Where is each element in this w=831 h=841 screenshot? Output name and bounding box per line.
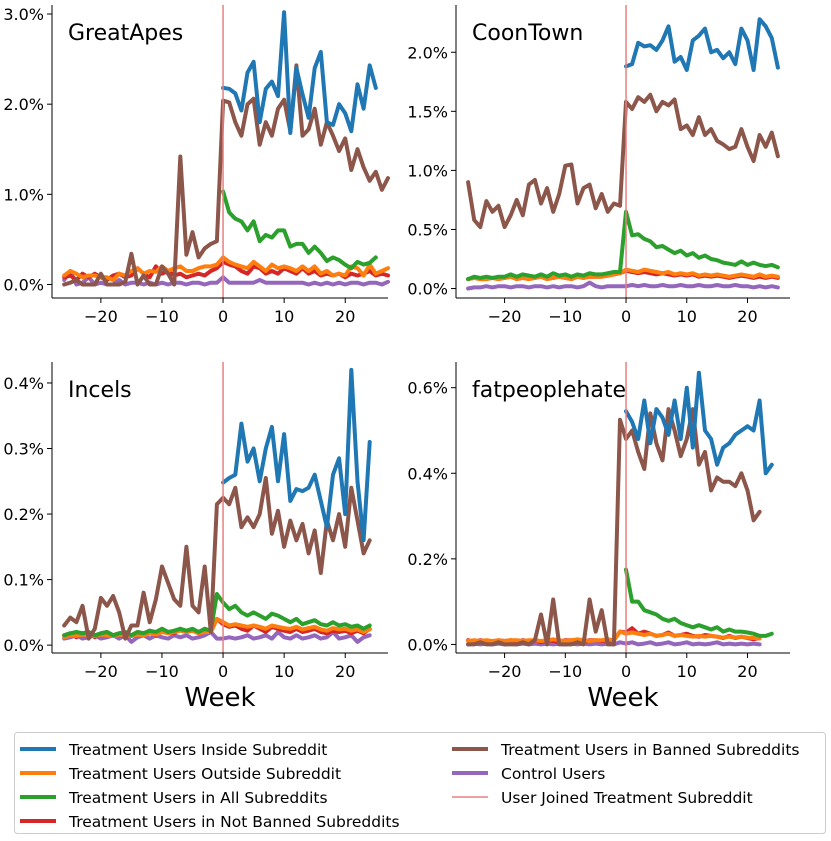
series-line-banned bbox=[62, 63, 390, 287]
x-tick-label: −20 bbox=[84, 662, 118, 681]
legend-label-all: Treatment Users in All Subreddits bbox=[68, 789, 328, 807]
y-tick-label: 1.5% bbox=[407, 102, 448, 121]
legend-label-joined: User Joined Treatment Subreddit bbox=[501, 789, 753, 807]
series-line-outside bbox=[466, 267, 780, 282]
x-axis-label: Week bbox=[587, 683, 658, 713]
x-tick-label: 10 bbox=[677, 307, 697, 326]
x-tick-label: −20 bbox=[488, 662, 522, 681]
x-tick-label: −10 bbox=[548, 662, 582, 681]
legend: Treatment Users Inside Subreddit Treatmen… bbox=[14, 732, 826, 834]
series-line-inside bbox=[221, 367, 372, 543]
y-tick-label: 2.0% bbox=[407, 43, 448, 62]
series-line-inside bbox=[221, 10, 378, 135]
panel-fatpeoplehate: 0.0% 0.2% 0.4% 0.6% −20 −10 0 10 20 fatpeoplehate… bbox=[407, 362, 790, 713]
x-tick-label: 0 bbox=[218, 662, 228, 681]
panel-title: fatpeoplehate bbox=[472, 378, 626, 403]
y-tick-label: 0.0% bbox=[3, 636, 44, 655]
series-line-all bbox=[62, 592, 372, 638]
y-tick-label: 1.0% bbox=[3, 185, 44, 204]
x-tick-label: 20 bbox=[737, 307, 757, 326]
series-line-outside bbox=[62, 255, 390, 282]
x-tick-label: 20 bbox=[737, 662, 757, 681]
x-tick-label: 20 bbox=[335, 307, 355, 326]
y-tick-label: 0.6% bbox=[407, 379, 448, 398]
x-tick-label: 10 bbox=[274, 662, 294, 681]
y-tick-label: 0.1% bbox=[3, 571, 44, 590]
series-line-all bbox=[624, 567, 774, 638]
panel-greatapes: 0.0% 1.0% 2.0% 3.0% −20 −10 0 10 20 GreatApes bbox=[3, 5, 390, 326]
legend-label-control: Control Users bbox=[501, 765, 605, 783]
legend-label-outside: Treatment Users Outside Subreddit bbox=[68, 765, 341, 783]
x-tick-label: 0 bbox=[621, 307, 631, 326]
legend-label-banned: Treatment Users in Banned Subreddits bbox=[500, 741, 799, 759]
y-tick-label: 2.0% bbox=[3, 95, 44, 114]
x-tick-label: 0 bbox=[218, 307, 228, 326]
x-tick-label: −10 bbox=[145, 307, 179, 326]
series-line-banned bbox=[466, 407, 762, 647]
x-tick-label: −10 bbox=[548, 307, 582, 326]
panel-incels: 0.0% 0.1% 0.2% 0.3% 0.4% −20 −10 0 10 20 Incels Wee… bbox=[3, 362, 388, 713]
panel-coontown: 0.0% 0.5% 1.0% 1.5% 2.0% −20 −10 0 10 20 CoonTown bbox=[407, 5, 790, 326]
y-tick-label: 0.0% bbox=[407, 635, 448, 654]
y-tick-label: 0.0% bbox=[3, 275, 44, 294]
y-tick-label: 0.3% bbox=[3, 440, 44, 459]
series-line-all bbox=[221, 189, 378, 271]
panel-title: Incels bbox=[68, 378, 132, 403]
series-line-inside bbox=[624, 17, 780, 72]
legend-label-notbanned: Treatment Users in Not Banned Subreddits bbox=[68, 813, 400, 831]
x-tick-label: 10 bbox=[677, 662, 697, 681]
x-tick-label: −20 bbox=[84, 307, 118, 326]
y-tick-label: 0.4% bbox=[3, 374, 44, 393]
y-tick-label: 3.0% bbox=[3, 5, 44, 24]
y-tick-label: 1.0% bbox=[407, 161, 448, 180]
x-axis-label: Week bbox=[184, 683, 255, 713]
series-line-control bbox=[466, 280, 780, 291]
y-tick-label: 0.5% bbox=[407, 220, 448, 239]
series-line-all bbox=[466, 209, 780, 282]
series-line-control bbox=[62, 269, 390, 287]
x-tick-label: −10 bbox=[145, 662, 179, 681]
x-tick-label: 20 bbox=[335, 662, 355, 681]
x-tick-label: 0 bbox=[621, 662, 631, 681]
panel-title: CoonTown bbox=[472, 21, 583, 46]
series-line-banned bbox=[62, 476, 372, 641]
legend-frame bbox=[14, 732, 826, 834]
series-line-banned bbox=[466, 92, 780, 230]
y-tick-label: 0.2% bbox=[407, 550, 448, 569]
y-tick-label: 0.0% bbox=[407, 280, 448, 299]
series-line-inside bbox=[624, 370, 774, 476]
y-tick-label: 0.2% bbox=[3, 505, 44, 524]
panel-title: GreatApes bbox=[68, 21, 183, 46]
y-tick-label: 0.4% bbox=[407, 464, 448, 483]
legend-label-inside: Treatment Users Inside Subreddit bbox=[68, 741, 327, 759]
x-tick-label: −20 bbox=[488, 307, 522, 326]
x-tick-label: 10 bbox=[274, 307, 294, 326]
